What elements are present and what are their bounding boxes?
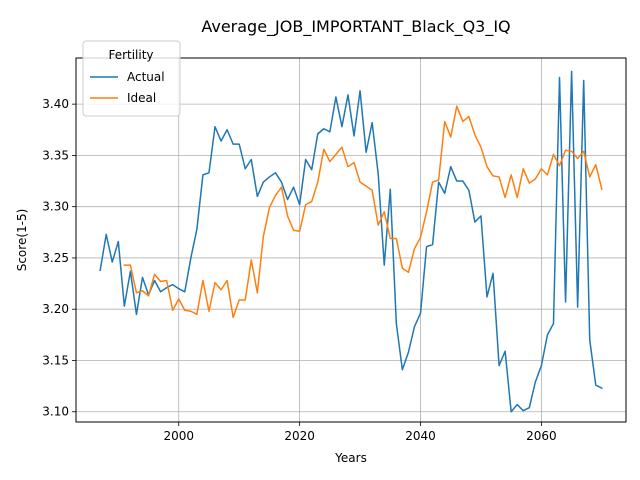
series-layer bbox=[99, 70, 603, 413]
y-tick-label: 3.15 bbox=[42, 353, 69, 367]
x-tick-label: 2020 bbox=[284, 429, 315, 443]
y-tick-label: 3.25 bbox=[42, 251, 69, 265]
series-line-actual bbox=[99, 70, 603, 413]
x-axis-ticks: 2000 2020 2040 2060 bbox=[163, 422, 557, 443]
legend-label-ideal: Ideal bbox=[127, 91, 156, 105]
y-tick-label: 3.20 bbox=[42, 302, 69, 316]
grid-lines bbox=[76, 58, 626, 422]
legend: Fertility Actual Ideal bbox=[82, 40, 181, 117]
legend-label-actual: Actual bbox=[127, 70, 165, 84]
x-tick-label: 2040 bbox=[405, 429, 436, 443]
y-tick-label: 3.30 bbox=[42, 200, 69, 214]
x-axis-label: Years bbox=[334, 451, 367, 465]
x-tick-label: 2000 bbox=[163, 429, 194, 443]
y-axis-ticks: 3.10 3.15 3.20 3.25 3.30 3.35 3.40 bbox=[42, 97, 76, 419]
plot-frame bbox=[75, 57, 627, 423]
y-tick-label: 3.40 bbox=[42, 97, 69, 111]
y-tick-label: 3.35 bbox=[42, 148, 69, 162]
x-tick-label: 2060 bbox=[526, 429, 557, 443]
chart-title: Average_JOB_IMPORTANT_Black_Q3_IQ bbox=[201, 17, 510, 37]
y-tick-label: 3.10 bbox=[42, 405, 69, 419]
y-axis-label: Score(1-5) bbox=[15, 209, 29, 272]
legend-title: Fertility bbox=[108, 48, 153, 62]
series-line-ideal bbox=[123, 105, 603, 319]
